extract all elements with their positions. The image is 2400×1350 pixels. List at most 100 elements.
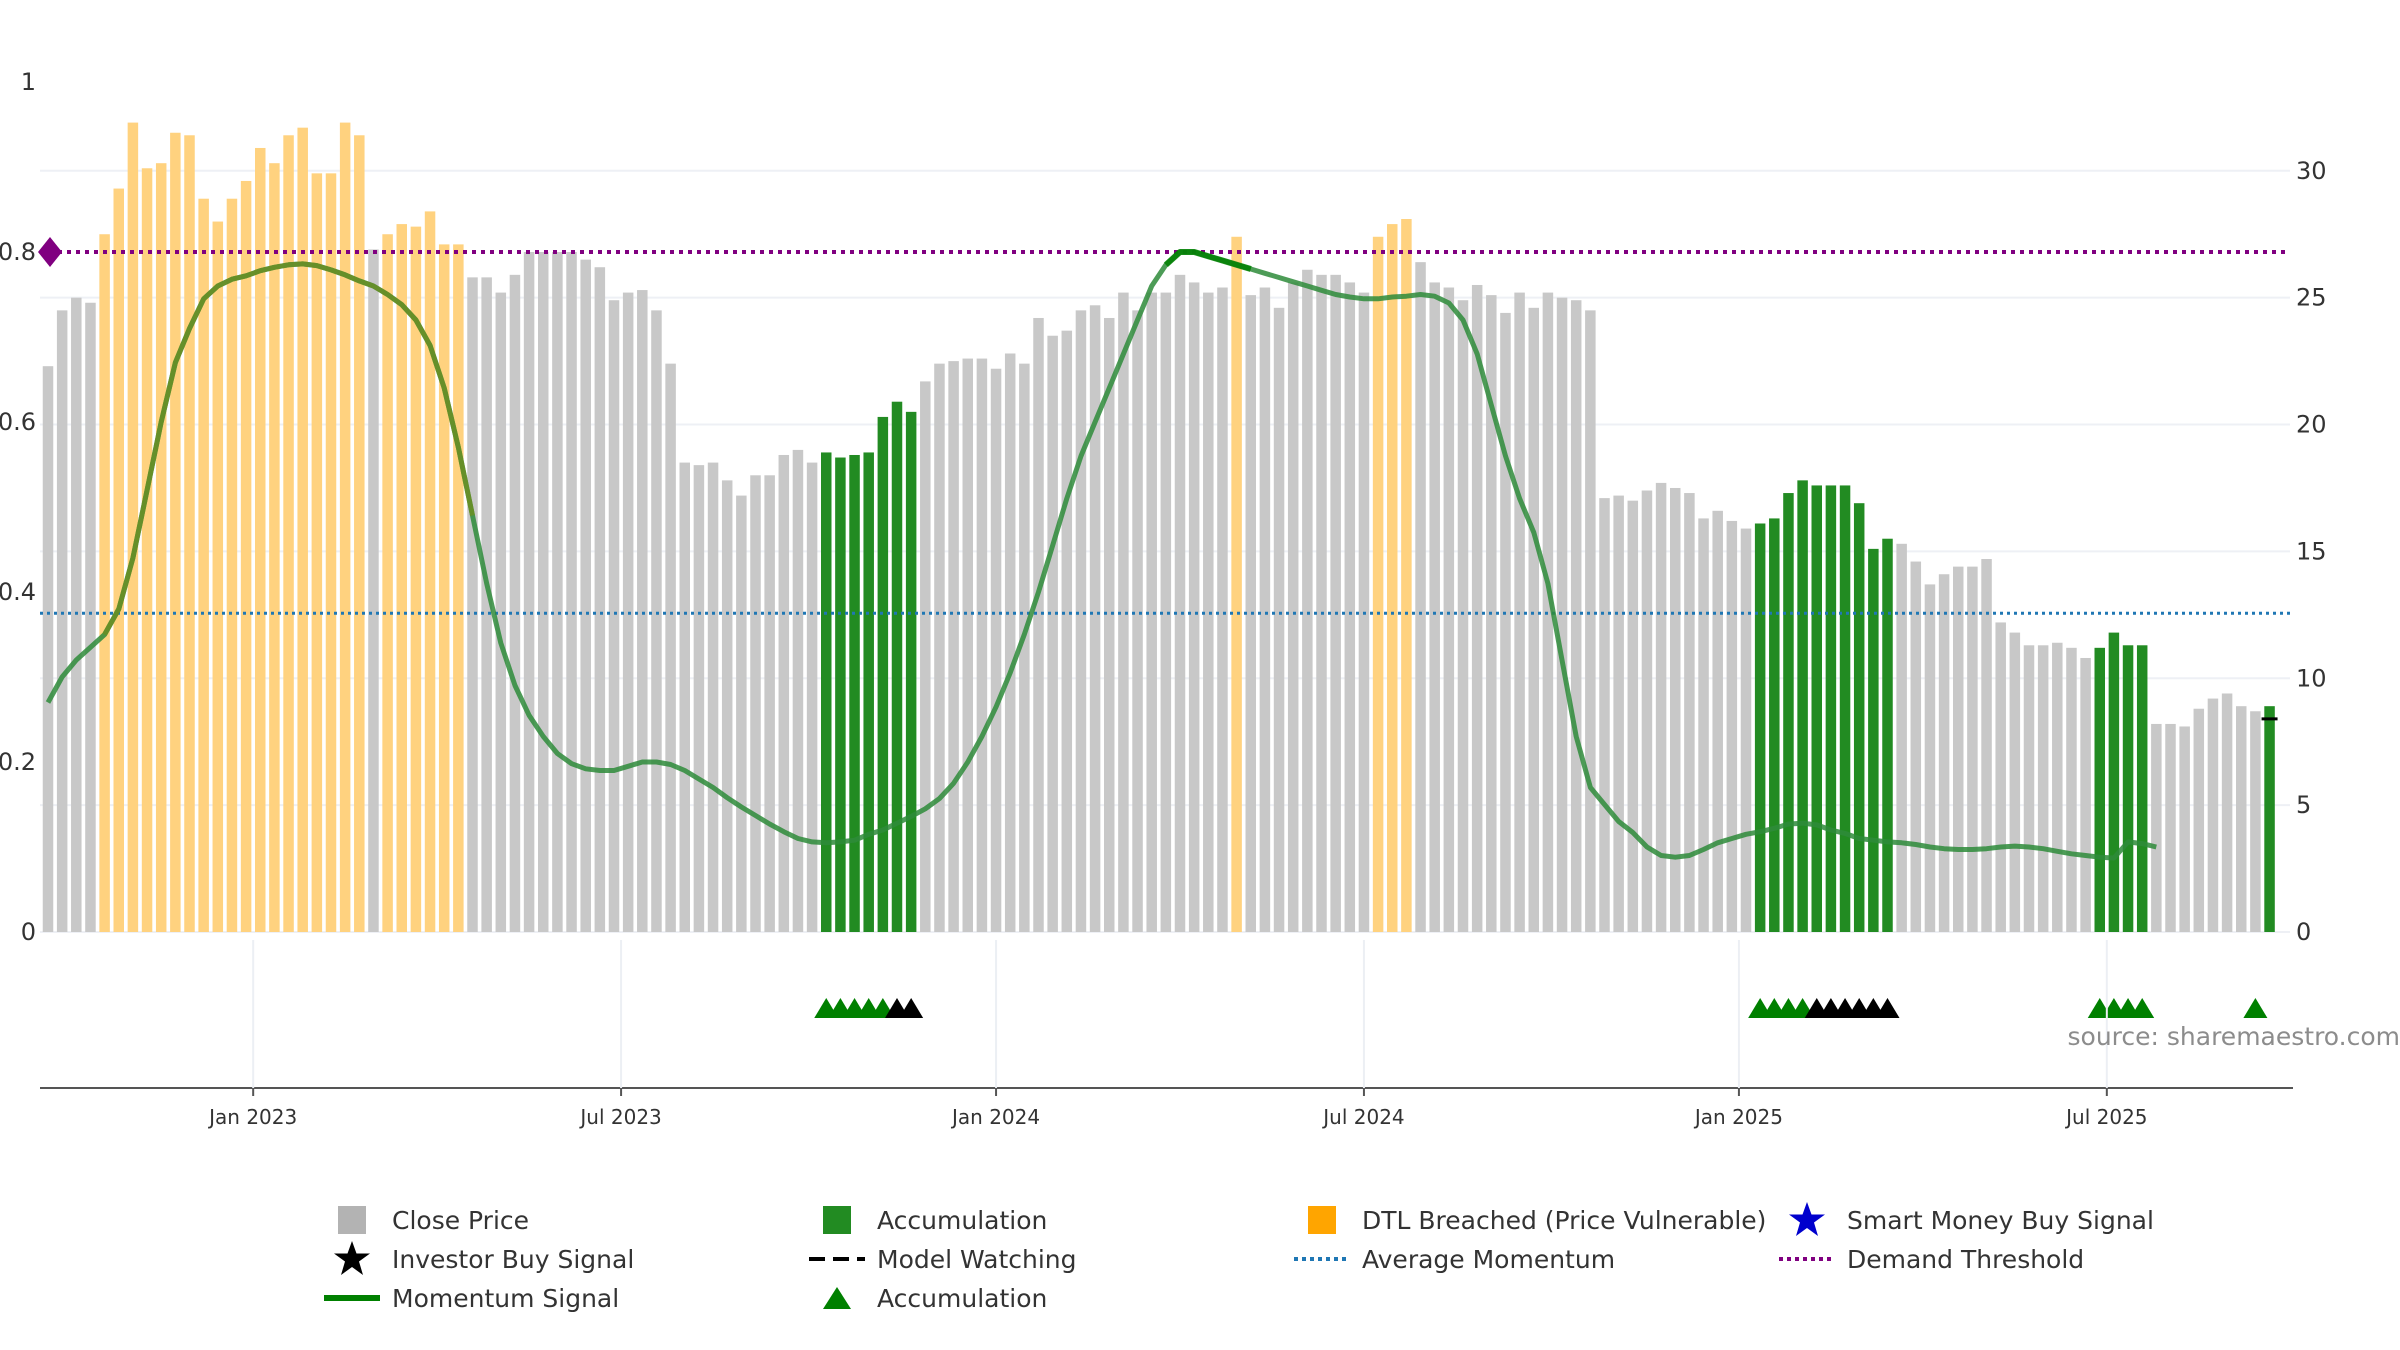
price-bar xyxy=(1641,490,1653,932)
price-bar xyxy=(538,252,549,932)
price-bar xyxy=(523,252,535,932)
price-bar xyxy=(721,480,733,932)
price-bar xyxy=(1019,363,1030,932)
price-bar xyxy=(2221,693,2233,932)
price-bar xyxy=(736,495,747,932)
price-bar xyxy=(297,127,308,933)
price-bar xyxy=(1259,287,1271,932)
price-bar xyxy=(184,135,195,933)
price-bar xyxy=(1203,292,1214,932)
price-bar xyxy=(255,147,266,932)
price-bar xyxy=(1245,295,1256,932)
price-bar xyxy=(2207,698,2219,932)
momentum-highlight-segment xyxy=(1163,249,1252,272)
price-bar xyxy=(1415,262,1426,932)
left-tick-label: 0.2 xyxy=(0,748,36,776)
price-bar xyxy=(821,452,832,932)
price-bar xyxy=(1726,520,1738,932)
price-bar xyxy=(1981,559,1992,932)
price-bar xyxy=(934,363,945,932)
right-axis: 0 5 10 15 20 25 30 xyxy=(2296,157,2327,946)
source-label: source: sharemaestro.com xyxy=(2068,1022,2400,1051)
x-tick-label: Jul 2024 xyxy=(1321,1105,1404,1129)
price-bar xyxy=(707,462,719,932)
price-bar xyxy=(1655,482,1667,932)
price-bar xyxy=(835,457,846,932)
price-bar xyxy=(1273,307,1285,932)
price-bar xyxy=(438,244,450,932)
price-bar xyxy=(2236,706,2247,932)
price-bar xyxy=(693,465,705,932)
price-bar xyxy=(1075,310,1087,932)
right-tick-label: 15 xyxy=(2296,537,2327,565)
x-tick-label: Jan 2023 xyxy=(207,1105,297,1129)
price-bar xyxy=(42,366,54,933)
reference-lines xyxy=(38,237,2290,615)
price-bar xyxy=(764,475,775,932)
right-tick-label: 30 xyxy=(2296,157,2327,185)
price-bar xyxy=(2264,706,2275,932)
price-bar xyxy=(1188,282,1200,932)
price-bar xyxy=(1344,282,1356,932)
price-bar xyxy=(325,173,337,933)
price-bar xyxy=(1033,317,1044,932)
price-bar xyxy=(339,122,351,932)
price-bar xyxy=(1684,493,1695,932)
price-bar xyxy=(1047,335,1058,933)
price-bar xyxy=(2066,647,2077,932)
price-bar xyxy=(1387,224,1398,933)
price-bar xyxy=(1401,219,1412,933)
demand-threshold-marker xyxy=(38,237,62,267)
price-bar xyxy=(1004,353,1016,932)
price-bar xyxy=(2037,645,2049,932)
price-bar xyxy=(877,416,889,932)
accumulation-marker xyxy=(2243,998,2268,1018)
left-tick-label: 0.6 xyxy=(0,408,36,436)
price-bar xyxy=(608,300,620,932)
price-bar xyxy=(594,267,606,932)
price-bar xyxy=(1882,538,1893,932)
price-bar xyxy=(382,234,393,933)
price-bar xyxy=(453,244,464,932)
price-bar xyxy=(2193,708,2205,932)
price-bar xyxy=(283,135,294,933)
left-tick-label: 0.8 xyxy=(0,238,36,266)
right-tick-label: 20 xyxy=(2296,411,2327,439)
left-tick-label: 0 xyxy=(21,918,36,946)
price-bar xyxy=(990,368,1002,932)
investor-buy-marker xyxy=(1875,998,1900,1018)
price-bar xyxy=(566,252,577,932)
price-bar xyxy=(85,302,96,932)
price-bar xyxy=(481,277,492,932)
right-tick-label: 0 xyxy=(2296,918,2311,946)
price-bar xyxy=(2151,723,2162,932)
price-bar xyxy=(1231,236,1242,932)
accumulation-marker xyxy=(2130,998,2155,1018)
price-bar xyxy=(1174,274,1186,932)
price-bar xyxy=(1896,543,1907,932)
price-bar xyxy=(1754,523,1766,932)
price-bar xyxy=(849,454,860,932)
left-tick-label: 0.4 xyxy=(0,578,36,606)
price-bar xyxy=(495,292,507,932)
price-bar xyxy=(2080,657,2091,932)
price-bar xyxy=(1740,528,1752,932)
price-bar xyxy=(198,198,209,932)
price-bar xyxy=(71,297,82,932)
price-bar xyxy=(1585,310,1596,932)
price-bar xyxy=(2122,645,2134,932)
price-bar xyxy=(2108,632,2120,932)
price-bar xyxy=(863,452,874,932)
price-bar xyxy=(1061,330,1073,932)
price-bar xyxy=(2052,642,2063,932)
price-bar xyxy=(2009,632,2021,932)
x-axis: Jan 2023 Jul 2023 Jan 2024 Jul 2024 Jan 2025… xyxy=(40,940,2293,1129)
price-bar xyxy=(1160,292,1172,932)
price-bar xyxy=(56,310,68,932)
price-bar xyxy=(792,449,804,932)
price-bar xyxy=(127,122,139,932)
right-tick-label: 5 xyxy=(2296,791,2311,819)
x-tick-label: Jan 2024 xyxy=(950,1105,1040,1129)
price-bar xyxy=(1528,307,1539,932)
